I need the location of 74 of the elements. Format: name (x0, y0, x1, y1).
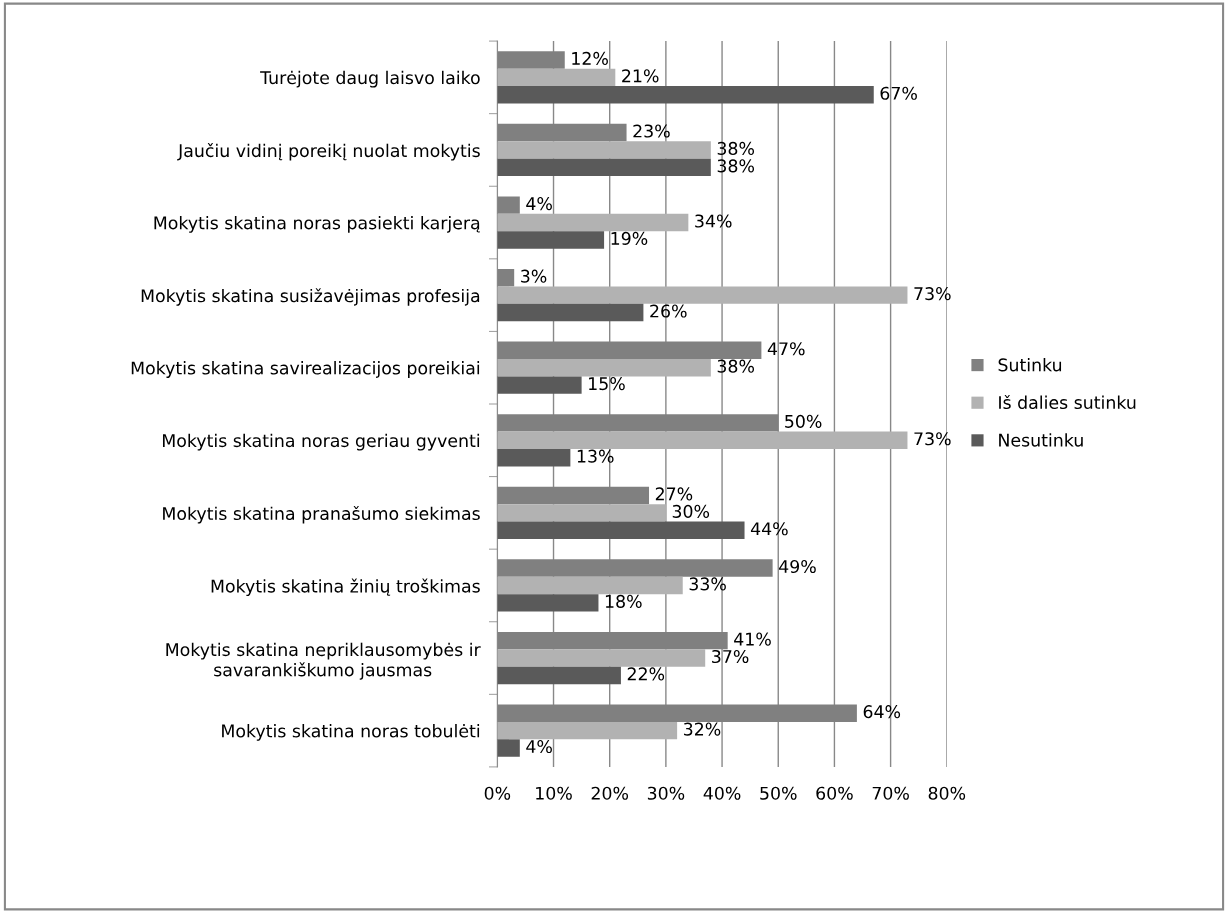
bar (497, 213, 689, 232)
y-tick-label: Mokytis skatina žinių troškimas (211, 578, 480, 597)
bar (497, 141, 711, 159)
legend-label: Sutinku (998, 357, 1062, 372)
x-tick-label: 50% (760, 786, 797, 800)
data-label: 41% (734, 632, 771, 646)
y-tick-label: Mokytis skatina savirealizacijos poreikiai (131, 361, 480, 378)
data-label: 33% (689, 577, 726, 591)
data-label: 21% (622, 69, 659, 83)
bar (497, 86, 874, 104)
y-tick-label: Mokytis skatina noras tobulėti (222, 724, 480, 741)
data-label: 18% (605, 594, 642, 608)
data-label: 13% (577, 449, 614, 463)
data-label: 67% (880, 86, 917, 100)
y-tick-label: Mokytis skatina susižavėjimas profesija (141, 288, 480, 306)
data-label: 4% (526, 197, 552, 211)
bar (497, 376, 582, 394)
data-label: 64% (863, 705, 901, 719)
bar (497, 449, 571, 467)
x-tick-label: 30% (647, 786, 685, 800)
data-label: 49% (779, 559, 816, 574)
bar (497, 269, 515, 287)
data-label: 37% (712, 649, 749, 664)
y-tick-label: Mokytis skatina pranašumo siekimas (163, 505, 480, 524)
data-label: 26% (650, 304, 687, 318)
bar (497, 721, 678, 740)
data-label: 38% (717, 359, 755, 373)
data-label: 23% (633, 124, 670, 138)
bar (497, 504, 666, 522)
data-label: 4% (526, 739, 552, 754)
bar (497, 231, 605, 249)
data-label: 47% (767, 342, 805, 356)
legend-label: Iš dalies sutinku (999, 394, 1136, 410)
data-label: 38% (717, 141, 755, 155)
data-label: 50% (785, 414, 822, 428)
x-tick-label: 10% (536, 786, 572, 800)
x-tick-label: 40% (703, 786, 741, 800)
y-tick-label: Mokytis skatina noras pasiekti karjerą (154, 215, 480, 233)
bar (497, 739, 520, 757)
data-label: 73% (914, 432, 951, 446)
bar (497, 196, 520, 214)
bar (497, 303, 644, 322)
data-label: 15% (589, 377, 625, 391)
data-label: 30% (672, 504, 710, 518)
data-label: 32% (684, 722, 721, 736)
bar (497, 68, 616, 87)
data-label: 44% (750, 522, 788, 536)
y-tick-label: Mokytis skatina noras geriau gyventi (162, 433, 480, 451)
data-label: 12% (572, 51, 608, 65)
bar (497, 158, 711, 177)
data-label: 22% (627, 667, 665, 681)
data-label: 38% (717, 159, 755, 173)
data-label: 34% (695, 214, 732, 228)
bar (497, 576, 683, 595)
bar (497, 431, 908, 449)
bar (497, 666, 621, 685)
x-tick-label: 80% (928, 786, 966, 800)
bar (497, 286, 908, 304)
x-tick-label: 70% (872, 786, 909, 800)
x-tick-label: 20% (591, 786, 629, 800)
x-tick-label: 60% (816, 786, 853, 800)
data-label: 19% (611, 231, 648, 245)
x-tick-label: 0% (484, 786, 511, 800)
bar (497, 359, 711, 377)
legend-label: Nesutinku (999, 433, 1083, 447)
y-tick-label: Jaučiu vidinį poreikį nuolat mokytis (177, 143, 480, 161)
bar (497, 521, 745, 540)
data-label: 73% (914, 287, 951, 301)
data-label: 3% (521, 269, 547, 283)
data-label: 27% (655, 487, 693, 501)
bar (497, 649, 706, 667)
y-tick-label: Mokytis skatina nepriklausomybės ir savarankiškumo jausmas (166, 642, 481, 680)
bar (497, 594, 599, 612)
y-tick-label: Turėjote daug laisvo laiko (260, 70, 480, 88)
